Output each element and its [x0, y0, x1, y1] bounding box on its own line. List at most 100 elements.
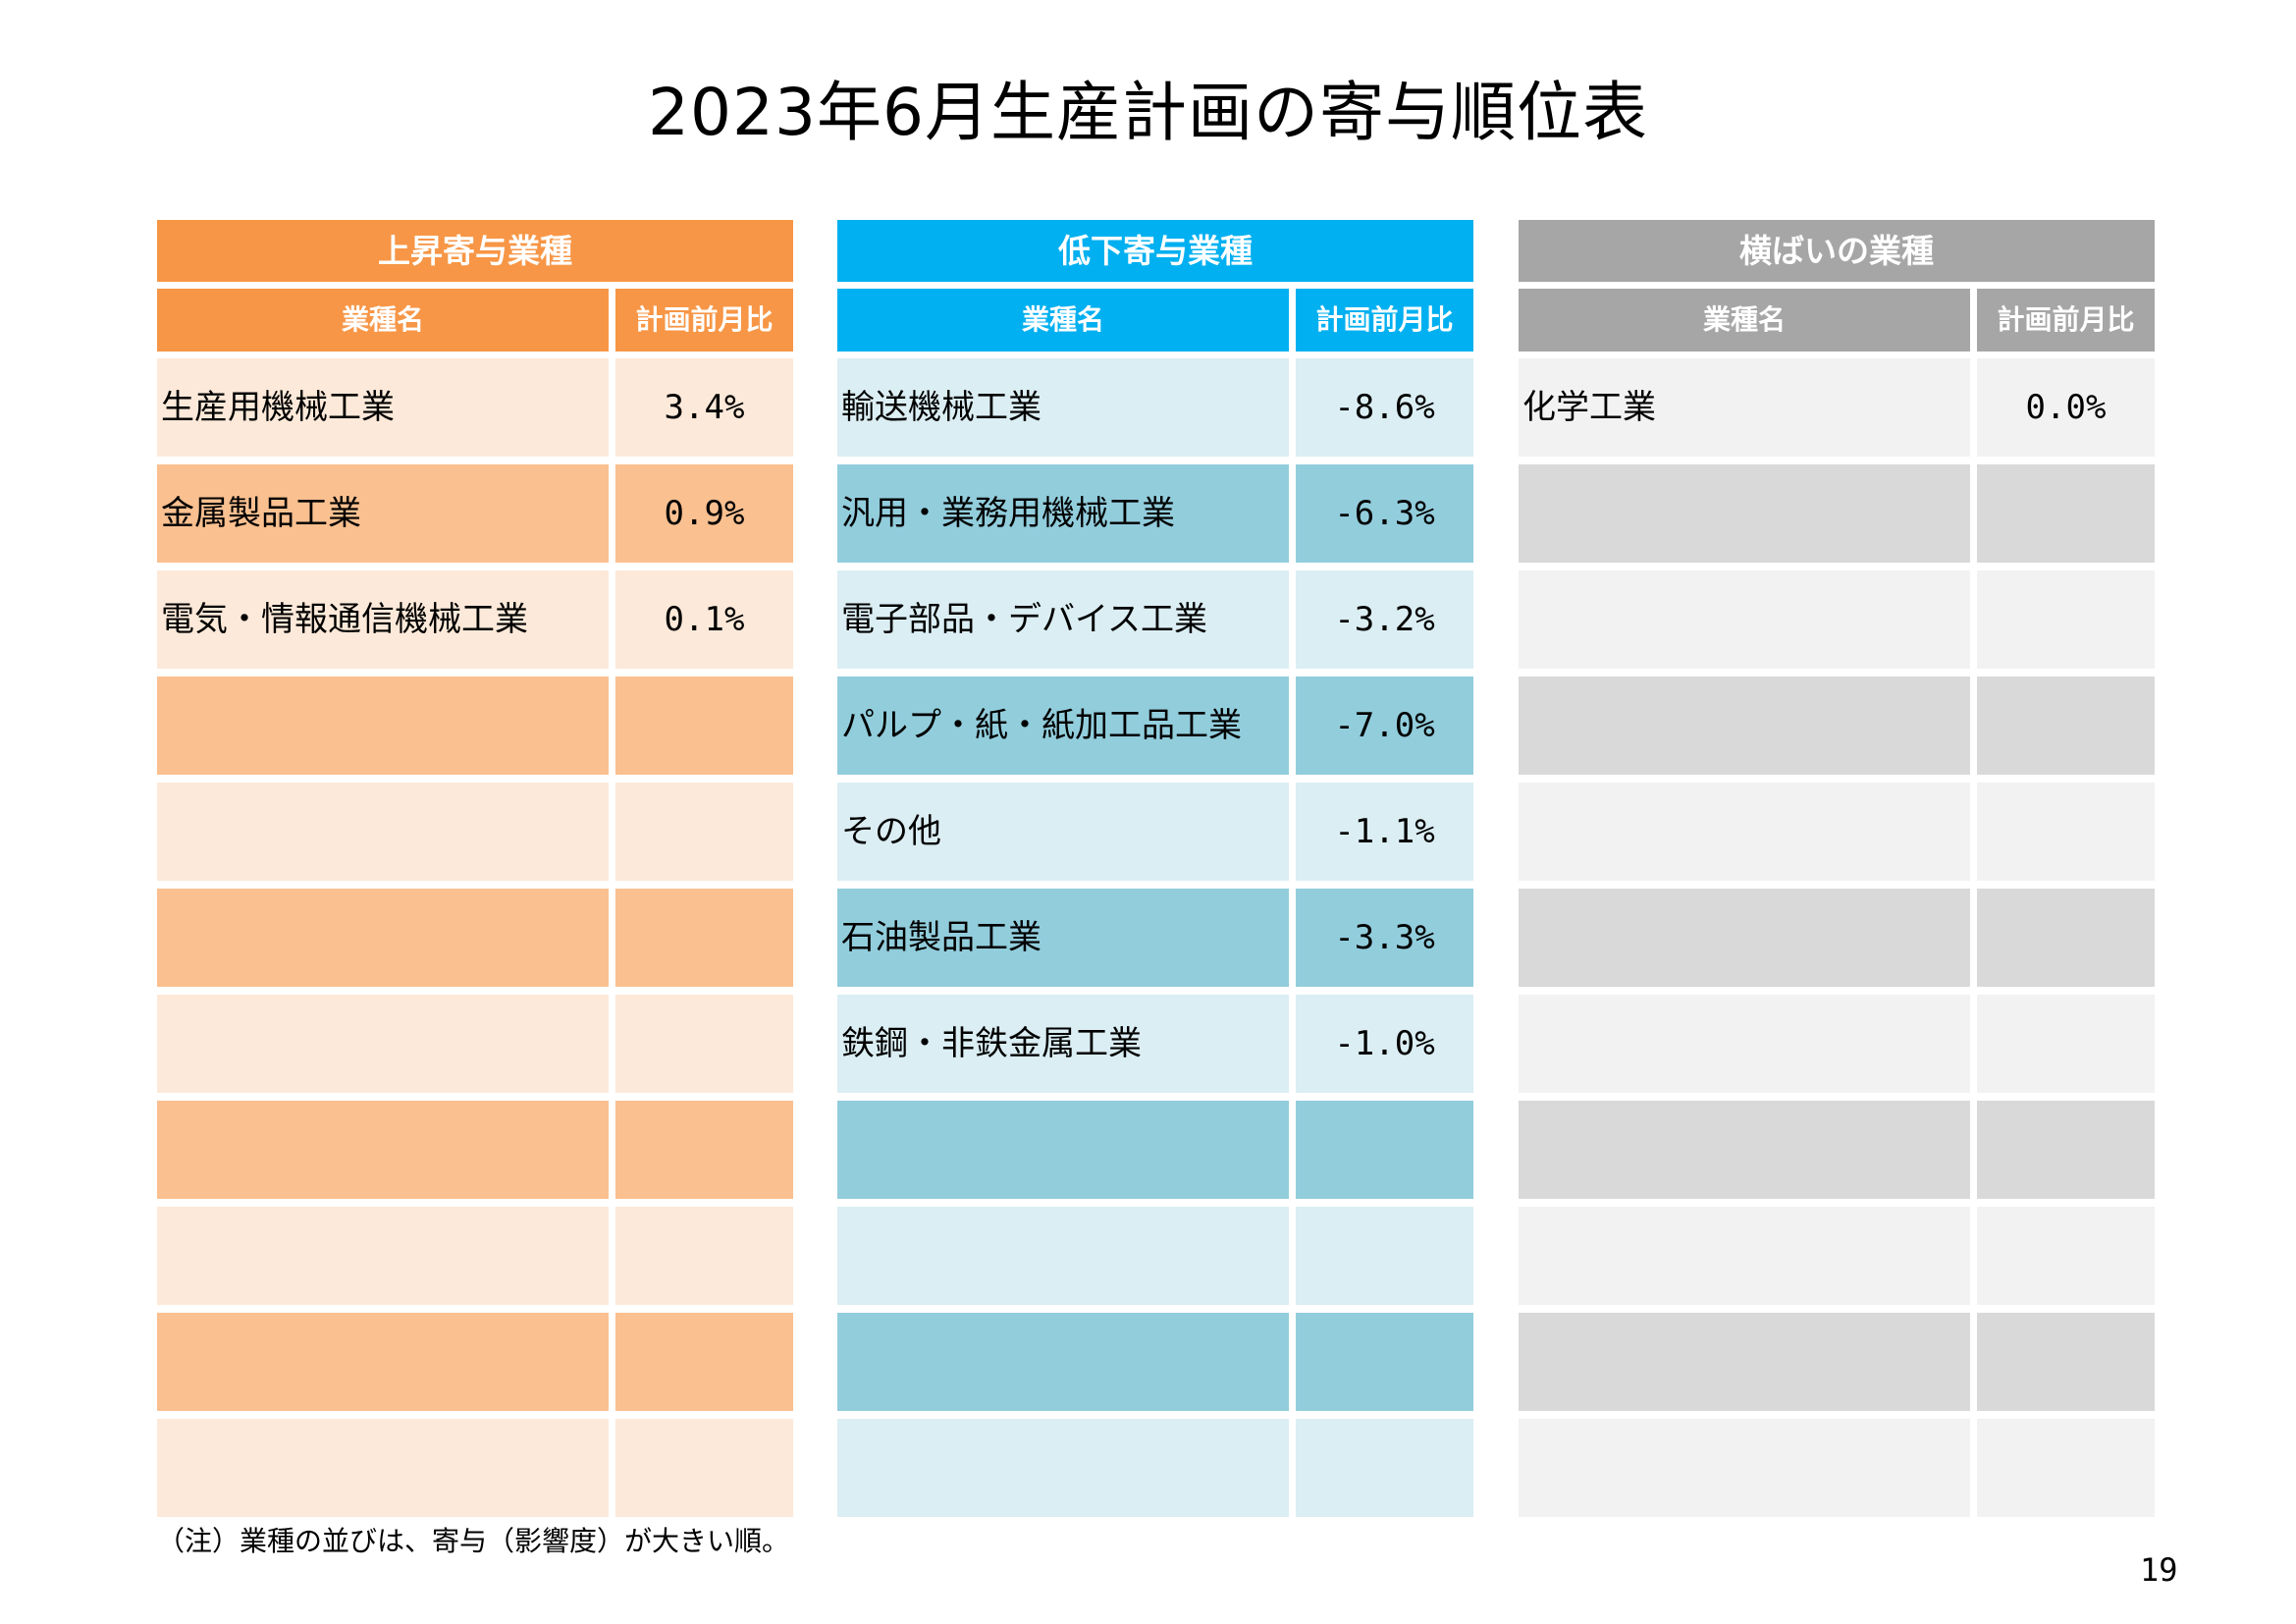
change-value-cell	[1977, 1207, 2155, 1305]
change-value-cell: -6.3%	[1296, 464, 1473, 563]
table-row: 電子部品・デバイス工業 -3.2%	[837, 570, 1473, 669]
change-value-cell	[1977, 570, 2155, 669]
industry-name-cell: 金属製品工業	[157, 464, 609, 563]
industry-name-cell	[157, 1101, 609, 1199]
table-row	[1519, 1419, 2155, 1517]
table-row: パルプ・紙・紙加工品工業 -7.0%	[837, 677, 1473, 775]
table-row	[1519, 570, 2155, 669]
industry-name-cell	[157, 1313, 609, 1411]
industry-name-cell	[1519, 995, 1970, 1093]
change-value-cell	[1296, 1207, 1473, 1305]
change-column-header: 計画前月比	[1296, 289, 1473, 352]
table-row	[837, 1313, 1473, 1411]
industry-name-cell	[1519, 783, 1970, 881]
industry-name-cell	[1519, 1419, 1970, 1517]
change-value-cell: 0.1%	[615, 570, 793, 669]
industry-name-cell	[157, 1207, 609, 1305]
industry-name-cell	[157, 995, 609, 1093]
falling-panel: 低下寄与業種 業種名 計画前月比 輸送機械工業 -8.6% 汎用・業務用機械工業 -6.3%…	[837, 220, 1473, 1525]
change-value-cell	[1296, 1101, 1473, 1199]
change-value-cell	[1977, 1101, 2155, 1199]
change-value-cell	[1977, 995, 2155, 1093]
change-value-cell	[615, 783, 793, 881]
industry-name-cell: 電気・情報通信機械工業	[157, 570, 609, 669]
table-row	[1519, 783, 2155, 881]
industry-name-cell: 輸送機械工業	[837, 358, 1289, 457]
change-value-cell: 0.9%	[615, 464, 793, 563]
change-value-cell	[615, 1313, 793, 1411]
change-value-cell	[1977, 783, 2155, 881]
industry-name-cell: その他	[837, 783, 1289, 881]
change-value-cell	[1977, 1313, 2155, 1411]
table-row: 電気・情報通信機械工業 0.1%	[157, 570, 793, 669]
change-value-cell: -3.2%	[1296, 570, 1473, 669]
change-value-cell: -1.1%	[1296, 783, 1473, 881]
industry-name-cell	[1519, 889, 1970, 987]
change-value-cell	[615, 1419, 793, 1517]
industry-name-cell	[1519, 1207, 1970, 1305]
table-row	[157, 783, 793, 881]
table-row	[837, 1419, 1473, 1517]
change-value-cell: -7.0%	[1296, 677, 1473, 775]
footnote: （注）業種の並びは、寄与（影響度）が大きい順。	[157, 1525, 790, 1557]
industry-column-header: 業種名	[1519, 289, 1970, 352]
table-row: 金属製品工業 0.9%	[157, 464, 793, 563]
change-value-cell: 3.4%	[615, 358, 793, 457]
change-value-cell: 0.0%	[1977, 358, 2155, 457]
change-column-header: 計画前月比	[615, 289, 793, 352]
change-column-header: 計画前月比	[1977, 289, 2155, 352]
panel-title: 低下寄与業種	[837, 220, 1473, 282]
column-headers: 業種名 計画前月比	[1519, 289, 2155, 352]
change-value-cell: -3.3%	[1296, 889, 1473, 987]
panel-title: 上昇寄与業種	[157, 220, 793, 282]
table-row	[157, 1207, 793, 1305]
industry-name-cell	[1519, 570, 1970, 669]
table-row: 石油製品工業 -3.3%	[837, 889, 1473, 987]
industry-name-cell	[837, 1313, 1289, 1411]
column-headers: 業種名 計画前月比	[837, 289, 1473, 352]
industry-name-cell	[157, 783, 609, 881]
page-title: 2023年6月生産計画の寄与順位表	[648, 75, 1648, 150]
table-row	[1519, 995, 2155, 1093]
change-value-cell: -8.6%	[1296, 358, 1473, 457]
industry-name-cell: 生産用機械工業	[157, 358, 609, 457]
change-value-cell	[1977, 677, 2155, 775]
table-row: 鉄鋼・非鉄金属工業 -1.0%	[837, 995, 1473, 1093]
change-value-cell	[615, 995, 793, 1093]
industry-column-header: 業種名	[837, 289, 1289, 352]
industry-name-cell	[1519, 464, 1970, 563]
table-row: 化学工業 0.0%	[1519, 358, 2155, 457]
table-row	[157, 677, 793, 775]
change-value-cell	[615, 677, 793, 775]
change-value-cell	[1977, 464, 2155, 563]
table-row	[1519, 1101, 2155, 1199]
industry-name-cell	[837, 1101, 1289, 1199]
rising-panel: 上昇寄与業種 業種名 計画前月比 生産用機械工業 3.4% 金属製品工業 0.9% 電気・情報…	[157, 220, 793, 1525]
page-number: 19	[2140, 1551, 2178, 1589]
industry-name-cell	[1519, 1313, 1970, 1411]
panel-title: 横ばいの業種	[1519, 220, 2155, 282]
industry-name-cell: 電子部品・デバイス工業	[837, 570, 1289, 669]
table-row: 生産用機械工業 3.4%	[157, 358, 793, 457]
table-row	[157, 1313, 793, 1411]
industry-name-cell	[157, 1419, 609, 1517]
table-row	[1519, 1207, 2155, 1305]
change-value-cell: -1.0%	[1296, 995, 1473, 1093]
table-row	[1519, 677, 2155, 775]
table-row	[157, 889, 793, 987]
table-row	[1519, 1313, 2155, 1411]
change-value-cell	[1977, 1419, 2155, 1517]
table-row: その他 -1.1%	[837, 783, 1473, 881]
change-value-cell	[615, 1101, 793, 1199]
table-row	[157, 995, 793, 1093]
industry-name-cell: 鉄鋼・非鉄金属工業	[837, 995, 1289, 1093]
industry-name-cell	[1519, 677, 1970, 775]
industry-name-cell: 化学工業	[1519, 358, 1970, 457]
industry-name-cell: パルプ・紙・紙加工品工業	[837, 677, 1289, 775]
change-value-cell	[1977, 889, 2155, 987]
industry-name-cell	[157, 677, 609, 775]
flat-panel: 横ばいの業種 業種名 計画前月比 化学工業 0.0%	[1519, 220, 2155, 1525]
industry-name-cell: 汎用・業務用機械工業	[837, 464, 1289, 563]
industry-name-cell	[837, 1419, 1289, 1517]
change-value-cell	[1296, 1313, 1473, 1411]
